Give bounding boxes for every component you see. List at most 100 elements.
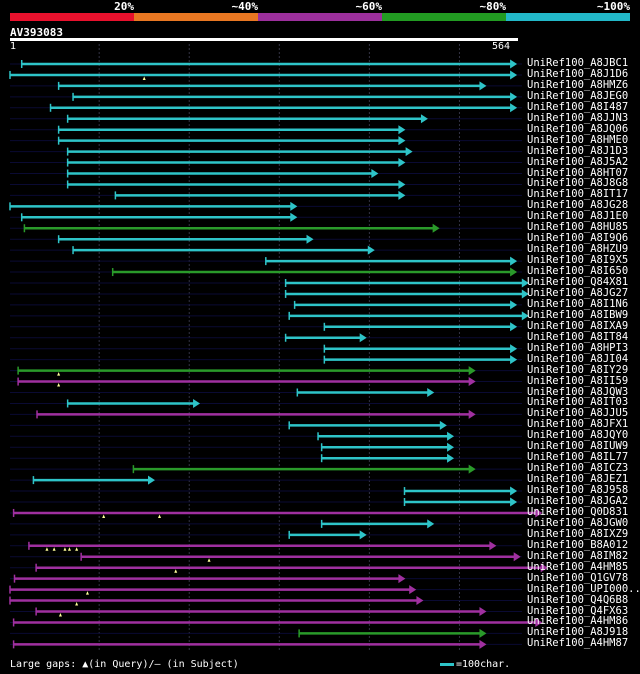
hit-arrowhead xyxy=(479,639,487,649)
hit-arrowhead xyxy=(367,245,375,255)
hit-label[interactable]: UniRef100_A8JFX1 xyxy=(527,418,629,431)
hit-arrowhead xyxy=(510,322,518,332)
identity-color-legend xyxy=(10,13,630,21)
hit-arrowhead xyxy=(398,179,406,189)
hit-arrowhead xyxy=(420,114,428,124)
legend-swatch-20 xyxy=(10,13,134,21)
query-gap-marker xyxy=(57,383,61,387)
hit-label[interactable]: UniRef100_Q84X81 xyxy=(527,276,629,288)
hit-label[interactable]: UniRef100_A8HMZ6 xyxy=(527,78,629,91)
hit-label[interactable]: UniRef100_A8JGW0 xyxy=(527,516,629,529)
hit-label[interactable]: UniRef100_A8IL77 xyxy=(527,451,629,464)
hit-label[interactable]: UniRef100_A8J8G8 xyxy=(527,177,629,190)
hit-label[interactable]: UniRef100_UPI000.. xyxy=(527,582,640,595)
query-gap-marker xyxy=(174,569,178,573)
hit-arrowhead xyxy=(479,628,487,638)
hit-label[interactable]: UniRef100_B8A012 xyxy=(527,538,629,551)
hit-arrowhead xyxy=(468,377,476,387)
hit-label[interactable]: UniRef100_A8IM82 xyxy=(527,549,629,562)
hit-label[interactable]: UniRef100_A8J1D6 xyxy=(527,67,629,80)
ruler-end: 564 xyxy=(492,41,511,52)
hit-label[interactable]: UniRef100_A8I650 xyxy=(527,265,629,278)
hit-label[interactable]: UniRef100_A8JGA2 xyxy=(527,495,629,507)
hit-label[interactable]: UniRef100_A8JEZ1 xyxy=(527,473,629,486)
hit-label[interactable]: UniRef100_A4HM87 xyxy=(527,637,629,650)
hit-label[interactable]: UniRef100_A8J1E0 xyxy=(527,210,629,223)
hit-arrowhead xyxy=(468,366,476,376)
hit-label[interactable]: UniRef100_A8J918 xyxy=(527,626,629,639)
hit-label[interactable]: UniRef100_Q4Q6B8 xyxy=(527,593,629,606)
hit-label[interactable]: UniRef100_A8IXA9 xyxy=(527,319,629,332)
hit-label[interactable]: UniRef100_A8ICZ3 xyxy=(527,462,629,475)
hit-label[interactable]: UniRef100_A8J5A2 xyxy=(527,155,629,168)
hit-arrowhead xyxy=(510,256,518,266)
scale-line-swatch xyxy=(440,662,454,666)
hit-arrowhead xyxy=(521,289,529,299)
hit-label[interactable]: UniRef100_A8JEG0 xyxy=(527,89,629,102)
hit-label[interactable]: UniRef100_A8J958 xyxy=(527,484,629,497)
hit-arrowhead xyxy=(398,574,406,584)
hit-arrowhead xyxy=(405,147,413,157)
hit-label[interactable]: UniRef100_Q4FX63 xyxy=(527,604,629,617)
hit-arrowhead xyxy=(510,486,518,496)
hit-arrowhead xyxy=(409,585,417,595)
hit-label[interactable]: UniRef100_A8JBC1 xyxy=(527,57,629,69)
hit-label[interactable]: UniRef100_A8I9X5 xyxy=(527,254,629,267)
query-gap-marker xyxy=(52,547,56,551)
hit-label[interactable]: UniRef100_A8IXZ9 xyxy=(527,527,629,540)
hit-label[interactable]: UniRef100_A8JQW3 xyxy=(527,385,629,398)
hit-label[interactable]: UniRef100_A8HME0 xyxy=(527,133,629,146)
hit-label[interactable]: UniRef100_A8HU85 xyxy=(527,221,629,234)
hit-label[interactable]: UniRef100_A8JI04 xyxy=(527,352,629,365)
hit-label[interactable]: UniRef100_A8HT07 xyxy=(527,166,629,179)
hit-label[interactable]: UniRef100_A4HM86 xyxy=(527,615,629,628)
hit-label[interactable]: UniRef100_A8IT03 xyxy=(527,396,629,409)
legend-label-80: ~80% xyxy=(479,0,507,13)
hit-arrowhead xyxy=(427,519,435,529)
query-gap-marker xyxy=(75,547,79,551)
legend-swatch-80 xyxy=(382,13,506,21)
query-gap-marker xyxy=(75,602,79,606)
legend-label-100: ~100% xyxy=(596,0,630,13)
hit-label[interactable]: UniRef100_A8J1D3 xyxy=(527,144,629,157)
hit-arrowhead xyxy=(510,92,518,102)
hit-label[interactable]: UniRef100_A8JJU5 xyxy=(527,407,629,420)
hit-label[interactable]: UniRef100_A8JQY0 xyxy=(527,429,629,442)
hit-label[interactable]: UniRef100_A8JG28 xyxy=(527,199,629,212)
hit-arrowhead xyxy=(489,541,497,551)
hit-label[interactable]: UniRef100_A8I1N6 xyxy=(527,297,629,310)
hit-label[interactable]: UniRef100_A8HPI3 xyxy=(527,341,629,354)
scale-label: =100char. xyxy=(456,659,511,670)
legend-swatch-60 xyxy=(258,13,382,21)
hit-label[interactable]: UniRef100_A8JJN3 xyxy=(527,111,629,124)
hit-arrowhead xyxy=(510,59,518,69)
hit-arrowhead xyxy=(359,333,367,343)
hit-label[interactable]: UniRef100_Q1GV78 xyxy=(527,571,629,584)
hit-arrowhead xyxy=(432,223,440,233)
hit-label[interactable]: UniRef100_Q0D831 xyxy=(527,505,629,518)
legend-label-60: ~60% xyxy=(355,0,383,13)
hit-label[interactable]: UniRef100_A8II59 xyxy=(527,374,629,387)
hit-arrowhead xyxy=(306,234,314,244)
hit-arrowhead xyxy=(468,409,476,419)
hit-label[interactable]: UniRef100_A8I9Q6 xyxy=(527,232,629,245)
hit-label[interactable]: UniRef100_A8IY29 xyxy=(527,363,629,376)
query-gap-marker xyxy=(45,547,49,551)
query-gap-marker xyxy=(57,372,61,376)
hit-label[interactable]: UniRef100_A8JQ06 xyxy=(527,122,629,135)
hit-arrowhead xyxy=(290,201,298,211)
hit-label[interactable]: UniRef100_A8I487 xyxy=(527,100,629,113)
hit-label[interactable]: UniRef100_A8IUW9 xyxy=(527,440,629,453)
hit-label[interactable]: UniRef100_A4HM85 xyxy=(527,560,629,573)
hit-label[interactable]: UniRef100_A8HZU9 xyxy=(527,243,629,256)
hit-arrowhead xyxy=(193,398,201,408)
hit-label[interactable]: UniRef100_A8IT84 xyxy=(527,330,629,343)
hit-label[interactable]: UniRef100_A8IBW9 xyxy=(527,308,629,321)
hit-arrowhead xyxy=(510,103,518,113)
hit-label[interactable]: UniRef100_A8IT17 xyxy=(527,188,629,201)
hit-arrowhead xyxy=(398,136,406,146)
hit-label[interactable]: UniRef100_A8JG27 xyxy=(527,286,629,299)
hit-arrowhead xyxy=(148,475,156,485)
hit-arrowhead xyxy=(371,169,379,178)
query-gap-marker xyxy=(142,76,146,80)
